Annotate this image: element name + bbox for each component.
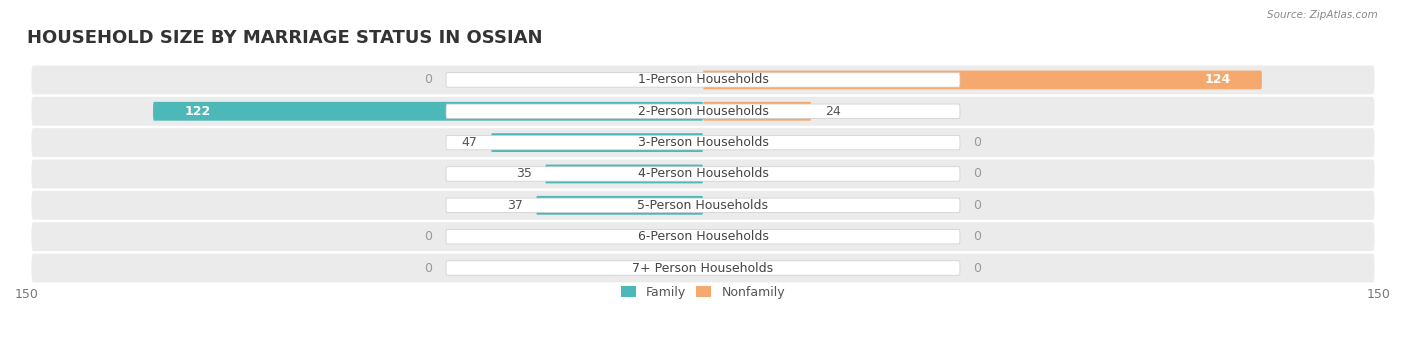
Text: 0: 0 — [973, 167, 981, 180]
FancyBboxPatch shape — [491, 133, 703, 152]
FancyBboxPatch shape — [446, 261, 960, 275]
FancyBboxPatch shape — [446, 104, 960, 118]
Text: 4-Person Households: 4-Person Households — [637, 167, 769, 180]
Text: 37: 37 — [506, 199, 523, 212]
Text: 0: 0 — [973, 199, 981, 212]
FancyBboxPatch shape — [446, 229, 960, 244]
FancyBboxPatch shape — [703, 102, 811, 121]
Text: 5-Person Households: 5-Person Households — [637, 199, 769, 212]
Text: 0: 0 — [973, 262, 981, 275]
FancyBboxPatch shape — [446, 198, 960, 212]
Text: 47: 47 — [461, 136, 478, 149]
Text: 1-Person Households: 1-Person Households — [637, 73, 769, 86]
FancyBboxPatch shape — [31, 97, 1375, 126]
FancyBboxPatch shape — [446, 73, 960, 87]
Text: 0: 0 — [425, 230, 433, 243]
FancyBboxPatch shape — [31, 65, 1375, 94]
FancyBboxPatch shape — [546, 165, 703, 183]
Text: 0: 0 — [973, 230, 981, 243]
Text: 124: 124 — [1204, 73, 1230, 86]
FancyBboxPatch shape — [31, 160, 1375, 188]
FancyBboxPatch shape — [536, 196, 703, 215]
Text: Source: ZipAtlas.com: Source: ZipAtlas.com — [1267, 10, 1378, 20]
FancyBboxPatch shape — [446, 167, 960, 181]
Text: 6-Person Households: 6-Person Households — [637, 230, 769, 243]
Text: HOUSEHOLD SIZE BY MARRIAGE STATUS IN OSSIAN: HOUSEHOLD SIZE BY MARRIAGE STATUS IN OSS… — [27, 29, 543, 47]
Text: 0: 0 — [973, 136, 981, 149]
FancyBboxPatch shape — [446, 135, 960, 150]
Text: 0: 0 — [425, 73, 433, 86]
Text: 35: 35 — [516, 167, 531, 180]
FancyBboxPatch shape — [31, 128, 1375, 157]
Text: 24: 24 — [825, 105, 841, 118]
Text: 3-Person Households: 3-Person Households — [637, 136, 769, 149]
FancyBboxPatch shape — [153, 102, 703, 121]
Legend: Family, Nonfamily: Family, Nonfamily — [616, 281, 790, 304]
FancyBboxPatch shape — [703, 71, 1263, 89]
FancyBboxPatch shape — [31, 191, 1375, 220]
FancyBboxPatch shape — [31, 222, 1375, 251]
Text: 2-Person Households: 2-Person Households — [637, 105, 769, 118]
Text: 7+ Person Households: 7+ Person Households — [633, 262, 773, 275]
Text: 122: 122 — [184, 105, 211, 118]
FancyBboxPatch shape — [31, 254, 1375, 282]
Text: 0: 0 — [425, 262, 433, 275]
